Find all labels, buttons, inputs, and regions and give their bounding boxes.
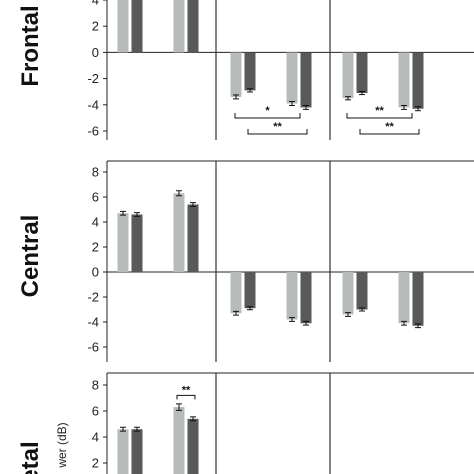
significance-label: * [265,105,270,117]
panel-content: ******* [107,0,474,135]
bar-dark [356,52,368,94]
bar-dark [412,52,424,109]
y-axis-label: wer (dB) [55,422,69,468]
panel-content [107,190,474,329]
y-tick-label: 4 [92,215,99,230]
bar-dark [131,429,143,474]
panel-parietal: ** 2 4 6 8 etal wer (dB) [17,372,474,474]
significance-label: ** [385,121,394,133]
significance-bracket [247,129,308,135]
y-tick-label: 4 [92,0,99,8]
bar-dark [300,272,312,324]
y-tick-label: 6 [92,404,99,419]
y-tick-label: -6 [87,340,99,355]
y-tick-label: -4 [87,315,99,330]
y-tick-label: -4 [87,97,99,112]
bar-light [117,0,129,53]
y-tick-label: 0 [92,265,99,280]
y-tick-label: 2 [92,456,99,471]
bar-dark [131,0,143,53]
y-tick-label: 6 [92,190,99,205]
bar-dark [187,0,199,53]
y-tick-label: -2 [87,71,99,86]
bar-dark [244,52,256,91]
y-tick-label: 8 [92,378,99,393]
bar-light [398,52,410,108]
bar-light [117,429,129,474]
bar-dark [187,204,199,272]
significance-label: ** [182,384,191,396]
significance-bracket [359,129,420,135]
panels-layer: *******-6-4-2024Frontal-6-4-202468Centra… [17,0,474,474]
bar-light [173,407,185,474]
bar-light [230,272,242,314]
y-tick-label: 2 [92,240,99,255]
bar-light [398,272,410,324]
y-tick-label: 0 [92,45,99,60]
bar-dark [187,418,199,474]
bar-light [230,52,242,97]
bar-light [342,272,354,315]
row-label-parietal: etal [17,441,44,474]
bar-light [286,52,298,104]
panel-content: ** [117,384,199,474]
y-tick-label: -2 [87,290,99,305]
bar-dark [131,214,143,272]
y-tick-label: 2 [92,19,99,34]
bar-light [173,0,185,53]
row-label-frontal: Frontal [17,5,44,86]
row-label-central: Central [17,215,44,298]
y-tick-label: 8 [92,165,99,180]
significance-label: ** [273,121,282,133]
y-tick-label: -6 [87,124,99,139]
significance-bracket [176,394,196,400]
bar-dark [356,272,368,310]
bar-light [286,272,298,320]
significance-bracket [234,113,301,119]
panel-central: -6 -4 -2 0 2 4 6 8 Central [17,160,474,362]
bar-light [173,193,185,272]
bar-light [117,213,129,272]
bar-dark [244,272,256,309]
bar-dark [300,52,312,108]
y-tick-label: 4 [92,430,99,445]
bar-light [342,52,354,99]
bar-dark [412,272,424,326]
significance-bracket [346,113,413,119]
significance-label: ** [375,105,384,117]
